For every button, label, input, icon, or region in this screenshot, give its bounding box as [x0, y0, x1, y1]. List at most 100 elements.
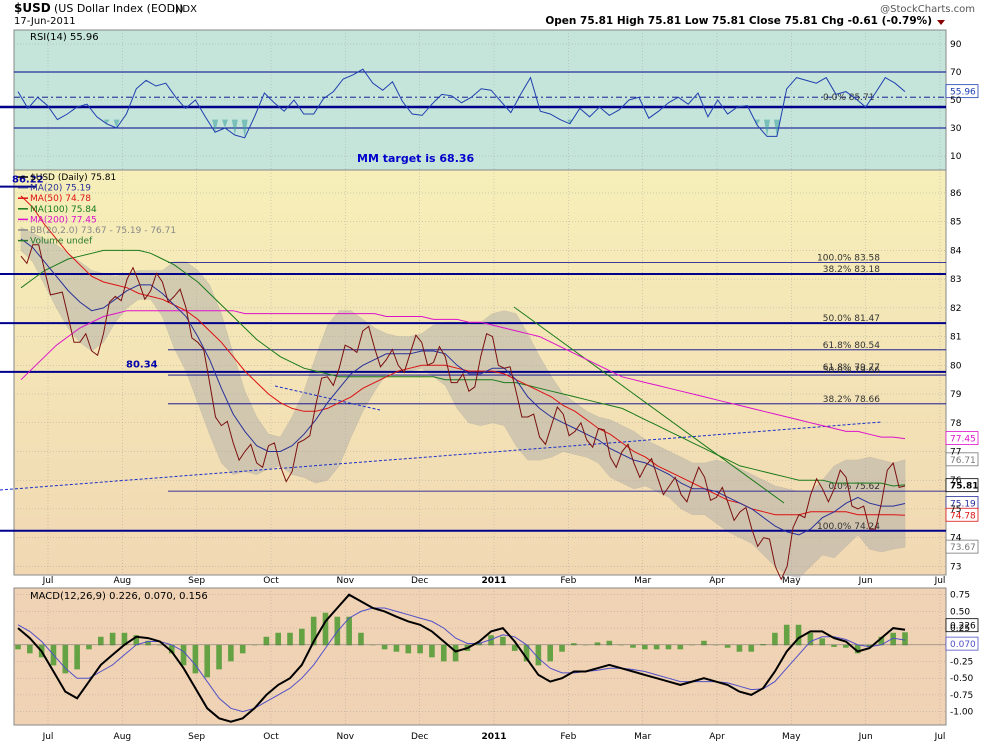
- price-y-tick: 84: [950, 246, 962, 256]
- macd-histogram-bar: [902, 632, 908, 646]
- x-tick-label: Oct: [263, 576, 279, 586]
- fib-label: 38.2% 83.18: [823, 265, 880, 275]
- macd-histogram-bar: [724, 644, 731, 648]
- macd-title: MACD(12,26,9) 0.226, 0.070, 0.156: [30, 591, 208, 602]
- macd-histogram-bar: [109, 632, 116, 646]
- macd-histogram-bar: [890, 632, 896, 646]
- macd-histogram-bar: [145, 640, 151, 646]
- ma100-line: [20, 249, 906, 487]
- legend-entry: Volume undef: [30, 237, 93, 247]
- price-tag-label: 75.81: [950, 482, 978, 492]
- price-tag-label: 73.67: [950, 543, 976, 553]
- rsi-y-tick: 50: [950, 96, 962, 106]
- rsi-y-tick: 30: [950, 124, 962, 134]
- legend-entry: $USD (Daily) 75.81: [30, 173, 116, 183]
- macd-histogram-bar: [452, 644, 459, 662]
- x-tick-label: Feb: [560, 732, 576, 742]
- legend-entry: MA(100) 75.84: [30, 205, 97, 215]
- macd-y-tick: 0.50: [950, 607, 970, 617]
- x-tick-label: Jul: [934, 576, 946, 586]
- rsi-value-tag: [945, 84, 979, 99]
- macd-histogram-bar: [819, 638, 826, 646]
- downtrend-line: [513, 306, 785, 504]
- symbol-title: $USD: [14, 1, 51, 15]
- trend-line: [0, 421, 883, 491]
- price-y-tick: 73: [950, 562, 961, 572]
- macd-histogram-bar: [310, 616, 317, 646]
- price-tag-label: 77.45: [950, 435, 976, 445]
- macd-histogram-bar: [488, 635, 494, 646]
- macd-histogram-bar: [322, 612, 329, 646]
- fib-label: 50.0% 79.66: [823, 366, 880, 376]
- price-tag-label: 75.19: [950, 499, 976, 509]
- x-tick-label: Dec: [411, 576, 428, 586]
- macd-histogram-bar: [299, 628, 305, 646]
- macd-y-tick: 0.25: [950, 624, 970, 634]
- macd-y-tick: -1.00: [950, 708, 974, 718]
- macd-histogram-bar: [204, 644, 211, 678]
- price-tag-label: 76.71: [950, 456, 976, 466]
- macd-value-tag: [945, 618, 979, 633]
- x-tick-label: Mar: [634, 576, 651, 586]
- fib-label: 38.2% 78.66: [823, 395, 880, 405]
- price-y-tick: 80: [950, 361, 962, 371]
- rsi-title: RSI(14) 55.96: [30, 32, 99, 43]
- macd-histogram-bar: [27, 644, 33, 654]
- macd-histogram-bar: [287, 632, 293, 646]
- price-y-tick: 85: [950, 218, 961, 228]
- macd-histogram-bar: [511, 644, 518, 651]
- macd-histogram-bar: [180, 644, 187, 666]
- x-tick-label: Aug: [114, 732, 132, 742]
- macd-histogram-bar: [393, 644, 400, 652]
- rsi-fib-label: 0.0% 85.71: [823, 93, 875, 103]
- macd-histogram-bar: [807, 632, 814, 646]
- macd-histogram-bar: [571, 643, 577, 646]
- macd-y-tick: 0.75: [950, 591, 970, 601]
- macd-histogram-bar: [748, 644, 755, 652]
- legend-entry: MA(20) 75.19: [30, 184, 91, 194]
- ma20-line: [20, 238, 906, 536]
- fib-label: 100.0% 74.24: [817, 522, 880, 532]
- macd-histogram-bar: [831, 644, 837, 647]
- macd-histogram-bar: [594, 642, 601, 646]
- x-tick-label: Apr: [709, 576, 725, 586]
- macd-histogram-bar: [665, 644, 672, 650]
- macd-histogram-bar: [701, 640, 707, 646]
- macd-histogram-bar: [228, 644, 234, 662]
- x-tick-label: Dec: [411, 732, 428, 742]
- price-tag-label: 74.78: [950, 511, 976, 521]
- price-y-tick: 82: [950, 304, 961, 314]
- price-annotation: 86.22: [12, 175, 44, 186]
- price-line: [20, 244, 906, 581]
- price-y-tick: 86: [950, 189, 962, 199]
- macd-histogram-bar: [878, 636, 885, 646]
- macd-histogram-bar: [843, 644, 849, 648]
- rsi-y-tick: 70: [950, 68, 962, 78]
- x-tick-label: Jul: [42, 732, 54, 742]
- macd-histogram-bar: [275, 632, 281, 646]
- macd-histogram-bar: [677, 644, 684, 650]
- price-tag: [945, 507, 979, 522]
- ma200-line: [20, 310, 906, 440]
- x-tick-label: Jun: [858, 576, 873, 586]
- x-tick-label: Nov: [337, 576, 355, 586]
- bollinger-band: [20, 226, 906, 579]
- price-y-tick: 75: [950, 505, 961, 515]
- x-tick-label: Apr: [709, 732, 725, 742]
- macd-histogram-bar: [535, 644, 542, 666]
- macd-line: [17, 593, 906, 723]
- price-annotation: 80.34: [126, 360, 158, 371]
- price-tag: [945, 539, 979, 554]
- price-y-tick: 79: [950, 390, 962, 400]
- rsi-value-tag-label: 55.96: [950, 88, 976, 98]
- macd-value-tag-label: 0.226: [950, 622, 976, 632]
- x-tick-label: Jun: [858, 732, 873, 742]
- fib-label: 50.0% 81.47: [823, 314, 880, 324]
- macd-histogram-bar: [62, 644, 69, 674]
- macd-histogram-bar: [346, 616, 352, 646]
- price-y-tick: 77: [950, 447, 961, 457]
- macd-signal-line: [17, 607, 906, 713]
- macd-histogram-bar: [15, 644, 21, 650]
- price-y-tick: 81: [950, 333, 961, 343]
- macd-histogram-bar: [168, 644, 175, 654]
